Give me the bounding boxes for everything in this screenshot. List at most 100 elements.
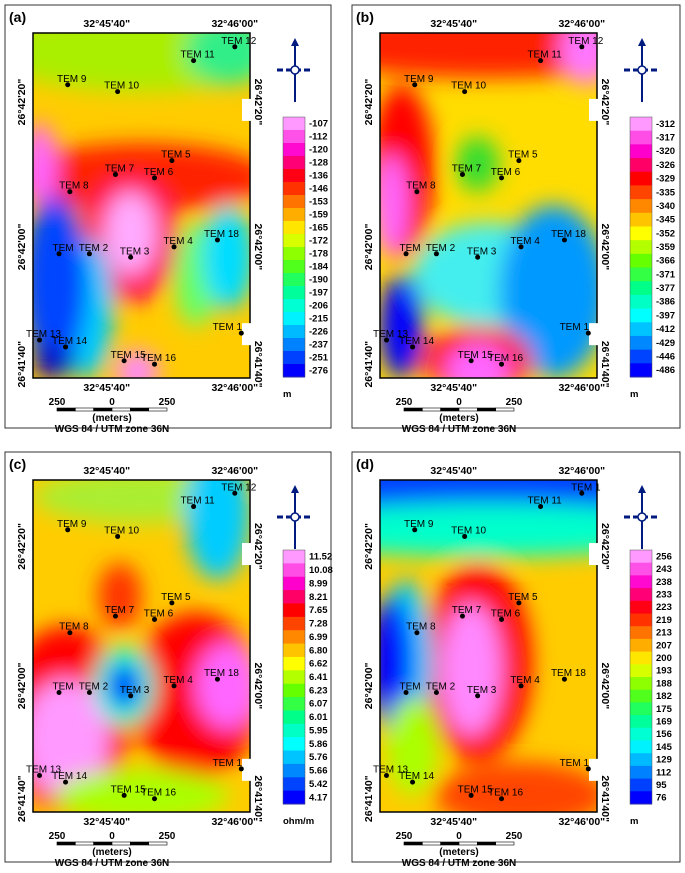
station-label: TEM 16 — [488, 788, 523, 799]
colorbar-label: 169 — [656, 716, 672, 727]
lat-label-left: 26°42'20" — [16, 523, 28, 570]
lon-label-bottom: 32°45'40" — [83, 382, 130, 394]
colorbar-label: -215 — [309, 314, 329, 325]
station-label: TEM — [52, 681, 73, 692]
colorbar-swatch — [283, 234, 305, 248]
colorbar-label: 188 — [656, 678, 672, 689]
colorbar-swatch — [283, 684, 305, 698]
colorbar-label: -320 — [656, 146, 675, 157]
station-label: TEM 3 — [467, 246, 497, 257]
scale-label: 250 — [49, 831, 66, 842]
colorbar-label: 76 — [656, 793, 667, 804]
colorbar-swatch — [283, 169, 305, 183]
station-label: TEM — [399, 681, 420, 692]
station-label: TEM 2 — [426, 243, 456, 254]
lon-label-bottom: 32°45'40" — [430, 382, 477, 394]
scale-bar — [149, 842, 167, 845]
lon-label-bottom: 32°46'00" — [558, 816, 605, 828]
station-label: TEM 11 — [527, 50, 562, 61]
colorbar-swatch — [283, 195, 305, 209]
station-label: TEM 11 — [180, 496, 215, 507]
station-label: TEM — [399, 243, 420, 254]
scale-bar — [496, 408, 514, 411]
scale-bar — [112, 408, 130, 411]
colorbar-swatch — [630, 563, 652, 576]
lat-label-left: 26°42'20" — [16, 79, 28, 126]
lat-label-right: 26°42'00" — [252, 224, 264, 271]
colorbar-label: 129 — [656, 755, 672, 766]
scale-unit: (meters) — [92, 413, 131, 424]
station-label: TEM 5 — [508, 150, 538, 161]
colorbar-label: -329 — [656, 174, 675, 185]
frame-notch — [242, 543, 251, 565]
colorbar-swatch — [630, 677, 652, 690]
projection: WGS 84 / UTM zone 36N — [55, 424, 169, 435]
colorbar-label: 5.42 — [309, 779, 328, 790]
scale-label: 250 — [506, 831, 523, 842]
station-label: TEM 12 — [221, 36, 256, 47]
colorbar-swatch — [283, 764, 305, 778]
colorbar-swatch — [283, 670, 305, 684]
colorbar-swatch — [283, 791, 305, 805]
colorbar-label: 256 — [656, 551, 672, 562]
lat-label-right: 26°42'20" — [599, 523, 611, 570]
lon-label-top: 32°45'40" — [83, 18, 130, 30]
colorbar-label: -146 — [309, 184, 328, 195]
lon-label-top: 32°45'40" — [430, 18, 477, 30]
colorbar-swatch — [630, 550, 652, 563]
colorbar-swatch — [283, 260, 305, 274]
scale-bar — [422, 408, 440, 411]
colorbar-swatch — [630, 779, 652, 792]
colorbar-swatch — [630, 295, 652, 309]
north-arrow — [638, 513, 646, 521]
station-label: TEM 14 — [52, 771, 87, 782]
colorbar-swatch — [283, 630, 305, 644]
station-label: TEM 6 — [491, 608, 521, 619]
colorbar-label: -172 — [309, 236, 328, 247]
scale-unit: (meters) — [439, 847, 478, 858]
panel-label: (d) — [356, 456, 374, 472]
scale-label: 250 — [506, 397, 523, 408]
colorbar-swatch — [630, 309, 652, 323]
scale-label: 0 — [456, 397, 462, 408]
north-arrow — [291, 513, 299, 521]
colorbar-label: 6.99 — [309, 632, 328, 643]
colorbar-label: -237 — [309, 340, 328, 351]
colorbar-label: 233 — [656, 589, 672, 600]
colorbar-label: -326 — [656, 160, 675, 171]
frame-notch — [589, 99, 598, 121]
colorbar-swatch — [283, 182, 305, 196]
colorbar-swatch — [630, 652, 652, 665]
colorbar-swatch — [283, 312, 305, 326]
station-label: TEM 6 — [144, 167, 174, 178]
colorbar-label: -352 — [656, 228, 675, 239]
colorbar-label: -112 — [309, 132, 328, 143]
colorbar-swatch — [630, 588, 652, 601]
scale-label: 250 — [49, 397, 66, 408]
colorbar-label: 5.76 — [309, 752, 328, 763]
colorbar-label: -312 — [656, 119, 675, 130]
station-label: TEM 1 — [213, 322, 243, 333]
colorbar-swatch — [630, 240, 652, 254]
colorbar-label: -371 — [656, 269, 676, 280]
station-label: TEM 5 — [161, 150, 191, 161]
colorbar-swatch — [630, 350, 652, 364]
lat-label-right: 26°41'40" — [599, 775, 611, 822]
colorbar-label: -377 — [656, 283, 675, 294]
lat-label-left: 26°42'20" — [363, 79, 375, 126]
colorbar-swatch — [630, 199, 652, 213]
colorbar-swatch — [283, 351, 305, 365]
colorbar-swatch — [630, 117, 652, 131]
colorbar-swatch — [283, 325, 305, 339]
scale-bar — [112, 842, 130, 845]
colorbar-label: -153 — [309, 197, 328, 208]
colorbar-label: 193 — [656, 666, 672, 677]
colorbar-label: -317 — [656, 133, 675, 144]
colorbar-label: -251 — [309, 353, 329, 364]
lat-label-left: 26°42'00" — [16, 224, 28, 271]
colorbar-swatch — [630, 213, 652, 227]
colorbar-swatch — [630, 254, 652, 268]
colorbar-swatch — [283, 221, 305, 235]
